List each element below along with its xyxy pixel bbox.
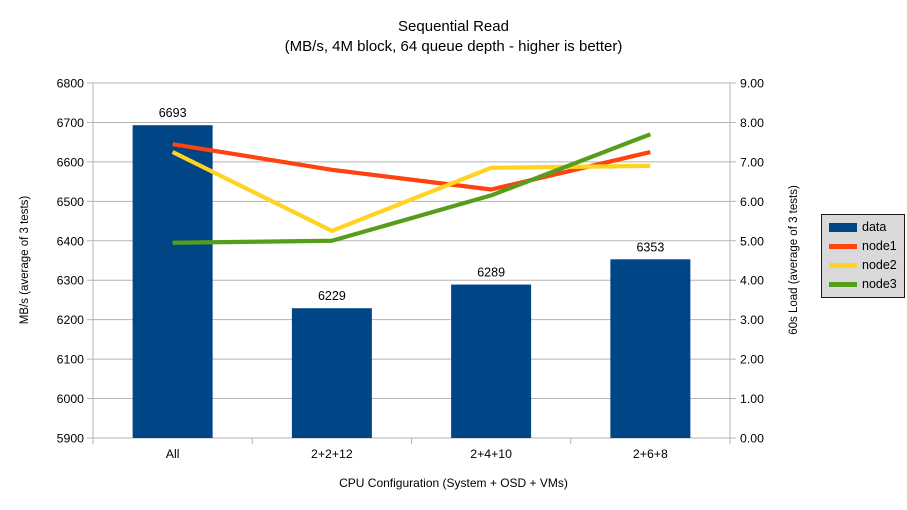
bar-value-label: 6289 — [477, 266, 505, 280]
bar — [132, 125, 213, 438]
x-axis-title: CPU Configuration (System + OSD + VMs) — [339, 476, 568, 490]
bar-value-label: 6353 — [636, 240, 664, 254]
legend: data node1 node2 node3 — [821, 214, 905, 298]
legend-label: node3 — [862, 277, 897, 291]
legend-item-node1: node1 — [829, 240, 904, 253]
left-axis-tick-label: 6800 — [57, 77, 85, 91]
left-axis-tick-label: 6700 — [57, 116, 85, 130]
right-axis-tick-label: 8.00 — [740, 116, 764, 130]
left-axis-tick-label: 5900 — [57, 432, 85, 446]
bar — [451, 284, 532, 438]
right-axis-tick-label: 4.00 — [740, 274, 764, 288]
left-axis-tick-label: 6100 — [57, 353, 85, 367]
legend-label: node2 — [862, 258, 897, 272]
right-axis-tick-label: 7.00 — [740, 155, 764, 169]
x-axis-category-label: All — [166, 447, 180, 461]
right-axis-tick-label: 2.00 — [740, 353, 764, 367]
left-axis-tick-label: 6200 — [57, 313, 85, 327]
x-axis-category-label: 2+4+10 — [470, 447, 512, 461]
left-axis-tick-label: 6300 — [57, 274, 85, 288]
left-axis-tick-label: 6400 — [57, 234, 85, 248]
chart-header: Sequential Read (MB/s, 4M block, 64 queu… — [0, 17, 907, 57]
right-axis-tick-label: 0.00 — [740, 432, 764, 446]
x-axis-category-label: 2+6+8 — [633, 447, 668, 461]
right-axis-tick-label: 5.00 — [740, 234, 764, 248]
right-axis-tick-label: 3.00 — [740, 313, 764, 327]
right-axis-tick-label: 9.00 — [740, 77, 764, 91]
right-axis-tick-label: 1.00 — [740, 392, 764, 406]
left-axis-title: MB/s (average of 3 tests) — [19, 195, 31, 325]
series-line-node3 — [172, 132, 652, 245]
x-axis-category-label: 2+2+12 — [311, 447, 353, 461]
left-axis-tick-label: 6500 — [57, 195, 85, 209]
line-swatch-icon — [829, 244, 857, 249]
legend-label: data — [862, 220, 887, 234]
bar-swatch-icon — [829, 223, 857, 232]
legend-label: node1 — [862, 239, 897, 253]
bar-value-label: 6693 — [159, 106, 187, 120]
right-axis-title: 60s Load (average of 3 tests) — [788, 185, 800, 335]
legend-item-data: data — [829, 221, 904, 234]
bar — [610, 259, 691, 438]
right-axis-tick-label: 6.00 — [740, 195, 764, 209]
series-line-node1 — [172, 142, 651, 192]
bar — [291, 308, 372, 438]
line-swatch-icon — [829, 263, 857, 268]
chart-subtitle: (MB/s, 4M block, 64 queue depth - higher… — [284, 38, 623, 55]
legend-item-node2: node2 — [829, 259, 904, 272]
bar-value-label: 6229 — [318, 289, 346, 303]
legend-item-node3: node3 — [829, 278, 904, 291]
left-axis-tick-label: 6600 — [57, 155, 85, 169]
line-swatch-icon — [829, 282, 857, 287]
chart-title: Sequential Read — [398, 18, 509, 35]
left-axis-tick-label: 6000 — [57, 392, 85, 406]
